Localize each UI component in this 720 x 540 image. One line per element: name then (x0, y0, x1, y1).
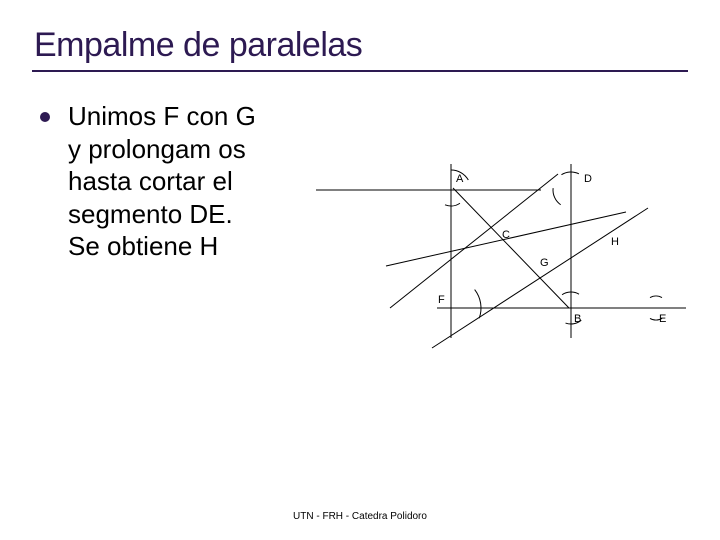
geometry-diagram: A D C G H F B E (316, 160, 686, 380)
slide-title: Empalme de paralelas (34, 26, 362, 65)
svg-text:B: B (574, 313, 581, 325)
svg-text:D: D (584, 173, 592, 185)
title-underline (32, 70, 688, 72)
svg-text:G: G (540, 257, 549, 269)
svg-text:C: C (502, 229, 510, 241)
footer-text: UTN - FRH - Catedra Polidoro (0, 511, 720, 522)
svg-text:F: F (438, 294, 445, 306)
svg-text:A: A (456, 173, 464, 185)
svg-text:E: E (659, 313, 666, 325)
body-paragraph: Unimos F con G y prolongam os hasta cort… (68, 100, 258, 263)
svg-text:H: H (611, 236, 619, 248)
bullet (40, 112, 50, 122)
